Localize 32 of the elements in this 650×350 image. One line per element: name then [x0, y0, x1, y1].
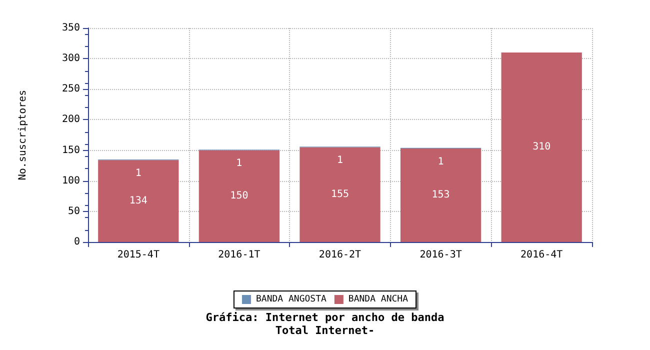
- y-axis-title: No.suscriptores: [18, 90, 28, 180]
- y-tick-label: 250: [62, 84, 80, 95]
- bar: [400, 148, 482, 242]
- data-label: 1: [336, 155, 344, 166]
- y-tick-label: 150: [62, 144, 80, 156]
- y-tick-label: 300: [62, 53, 80, 64]
- y-tick-label: 100: [62, 175, 80, 186]
- y-tick-label: 0: [74, 236, 80, 248]
- data-label: 134: [129, 196, 148, 207]
- data-label: 1: [135, 168, 142, 179]
- y-tick-label: 350: [62, 22, 80, 34]
- data-label: 155: [330, 189, 350, 200]
- legend-label: BANDA ANCHA: [348, 294, 409, 304]
- x-tick-label: 2016-4T: [520, 250, 563, 260]
- bar: [501, 52, 582, 242]
- data-label: 150: [230, 190, 248, 202]
- data-label: 310: [532, 142, 551, 153]
- x-tick-label: 2016-2T: [318, 250, 362, 260]
- text: Total Internet-: [275, 324, 375, 337]
- legend-label: BANDA ANGOSTA: [256, 294, 327, 304]
- y-tick-label: 50: [68, 206, 80, 217]
- bar: [198, 150, 280, 242]
- x-tick-label: 2016-3T: [420, 250, 462, 260]
- x-tick-label: 2016-1T: [218, 250, 260, 260]
- text: Gráfica: Internet por ancho de banda: [206, 311, 444, 324]
- bar: [300, 147, 380, 242]
- y-tick-label: 200: [62, 114, 80, 126]
- data-label: 1: [236, 158, 242, 170]
- bar: [98, 160, 179, 242]
- data-label: 153: [432, 190, 450, 201]
- x-tick-label: 2015-4T: [117, 250, 160, 260]
- data-label: 1: [438, 156, 444, 168]
